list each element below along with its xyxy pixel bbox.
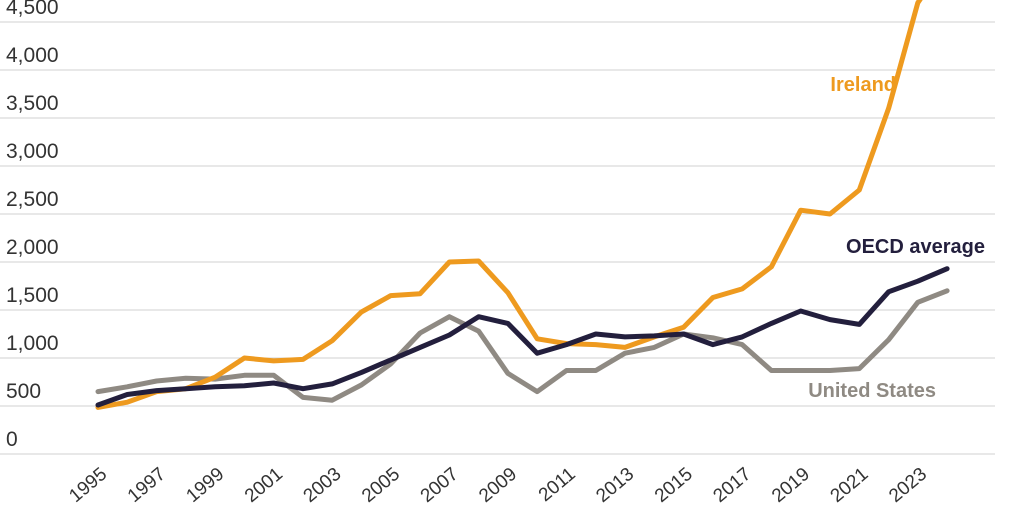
gridlines [0, 21, 995, 455]
x-tick-label: 2007 [417, 464, 463, 507]
y-tick-label: 1,500 [6, 284, 59, 307]
y-tick-label: 3,500 [6, 92, 59, 115]
series-line-united-states [95, 288, 950, 403]
x-tick-label: 2011 [535, 464, 580, 506]
y-tick-label: 0 [6, 428, 18, 451]
x-tick-label: 2013 [592, 464, 638, 507]
y-tick-label: 2,500 [6, 188, 59, 211]
x-tick-label: 2001 [241, 464, 287, 507]
x-tick-label: 2017 [709, 464, 755, 507]
y-tick-label: 4,500 [6, 0, 59, 19]
x-axis-tick-labels: 1995 1997 1999 2001 2003 2005 2007 2009 2011 2013… [65, 464, 931, 507]
x-tick-label: 2003 [300, 464, 346, 507]
x-tick-label: 2019 [768, 464, 814, 507]
x-tick-label: 1999 [182, 464, 228, 507]
series-label-oecd-average: OECD average [846, 236, 985, 258]
series-labels: Ireland OECD average United States [808, 74, 985, 402]
series-line-oecd-average [95, 266, 950, 408]
x-tick-label: 2009 [475, 464, 521, 507]
x-tick-label: 2021 [827, 464, 873, 507]
x-tick-label: 1995 [65, 464, 111, 507]
series-label-ireland: Ireland [830, 74, 896, 96]
y-tick-label: 2,000 [6, 236, 59, 259]
series-line-ireland [95, 0, 923, 410]
x-tick-label: 1997 [124, 464, 170, 507]
y-tick-label: 3,000 [6, 140, 59, 163]
series-label-united-states: United States [808, 380, 936, 402]
x-tick-label: 2023 [885, 464, 931, 507]
y-tick-label: 4,000 [6, 44, 59, 67]
x-tick-label: 2005 [358, 464, 404, 507]
x-tick-label: 2015 [651, 464, 697, 507]
series-lines [95, 0, 950, 410]
y-axis-tick-labels: 0 500 1,000 1,500 2,000 2,500 3,000 3,500 4,000 4… [6, 0, 59, 451]
y-tick-label: 1,000 [6, 332, 59, 355]
y-tick-label: 500 [6, 380, 41, 403]
